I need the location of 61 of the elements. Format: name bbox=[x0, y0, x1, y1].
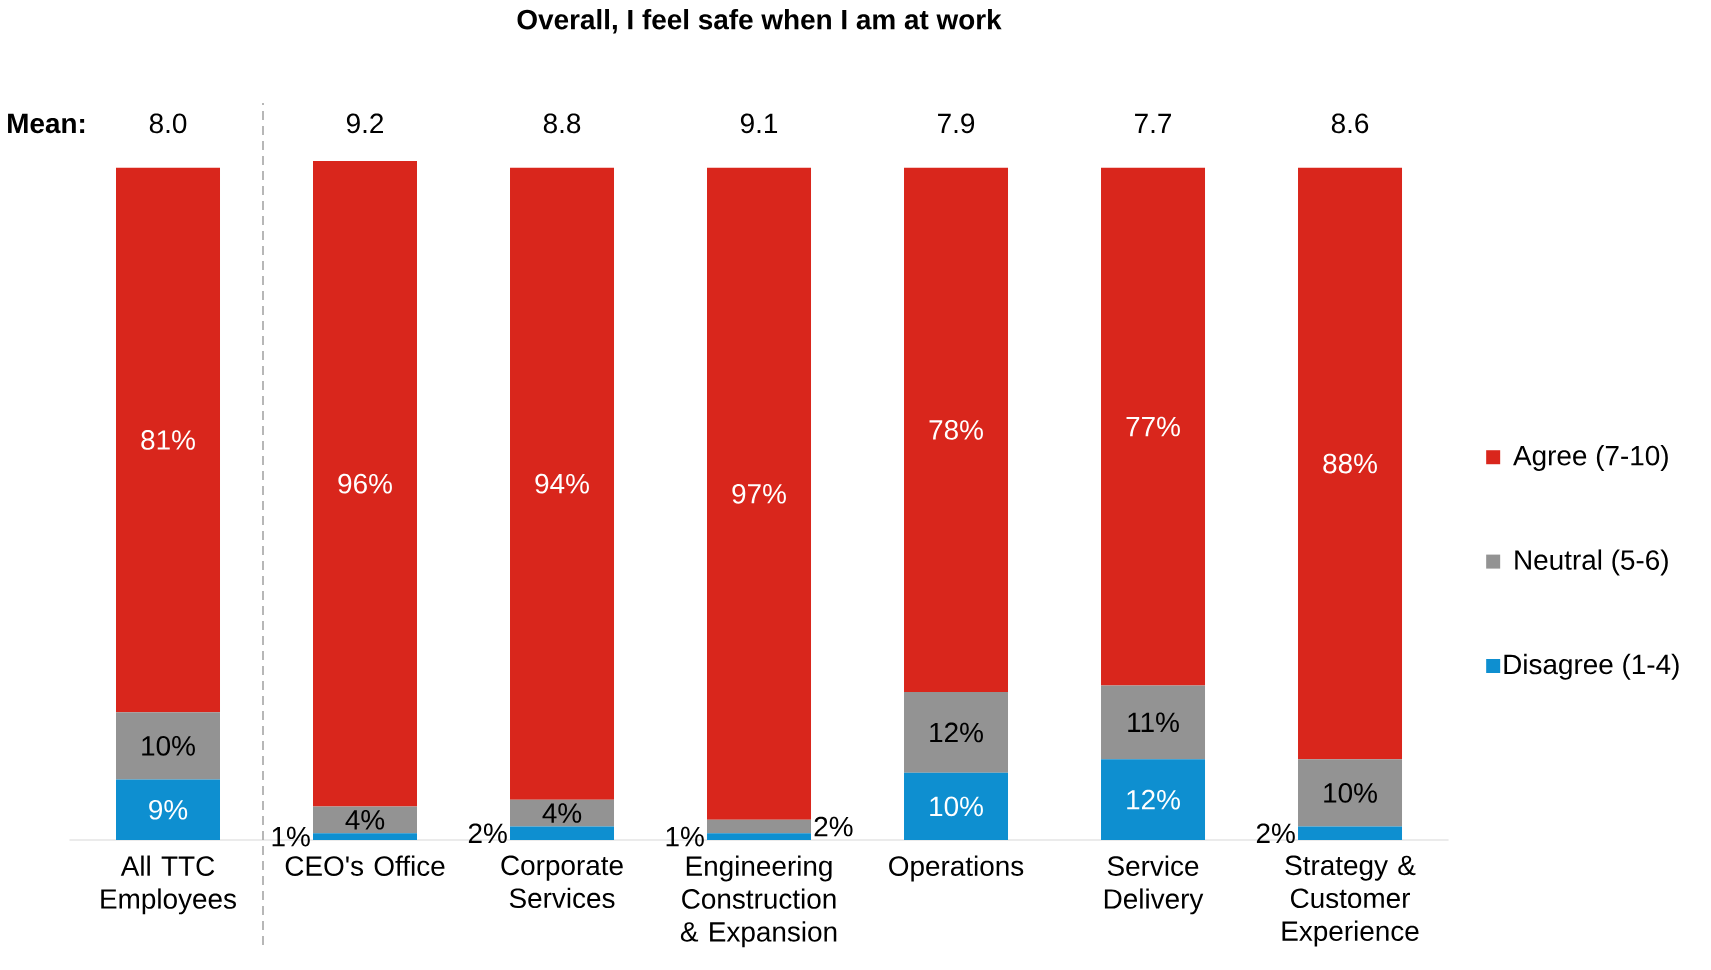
x-tick-label: Strategy & Customer Experience bbox=[1282, 855, 1419, 947]
bar bbox=[1298, 167, 1403, 760]
x-tick-label: Corporate Services bbox=[501, 855, 623, 909]
bar bbox=[116, 712, 220, 780]
data-label: 2% bbox=[814, 816, 853, 837]
bar bbox=[313, 833, 417, 840]
bar bbox=[1101, 759, 1206, 840]
x-tick-label: CEO's Office bbox=[285, 855, 445, 876]
data-label: 12% bbox=[1127, 789, 1180, 810]
data-label: 2% bbox=[1256, 823, 1295, 844]
bar bbox=[707, 833, 812, 840]
text: 7.7 bbox=[1135, 113, 1171, 133]
data-label: 94% bbox=[535, 473, 589, 494]
bar bbox=[313, 806, 417, 834]
text: 8.6 bbox=[1331, 113, 1369, 134]
bar bbox=[707, 167, 812, 820]
bar bbox=[510, 826, 615, 840]
legend-label: Neutral (5-6) bbox=[1515, 549, 1668, 576]
legend-label: Agree (7-10) bbox=[1513, 445, 1668, 472]
x-tick-label: Operations bbox=[889, 855, 1024, 882]
bar bbox=[904, 772, 1009, 840]
bar bbox=[904, 692, 1009, 773]
data-label: 4% bbox=[542, 803, 582, 823]
chart-title: Overall, I feel safe when I am at work bbox=[517, 8, 1002, 34]
bar bbox=[116, 779, 220, 840]
text: 7.9 bbox=[938, 113, 975, 134]
data-label: 11% bbox=[1128, 712, 1179, 733]
bar bbox=[1298, 759, 1403, 827]
text: Mean: bbox=[8, 113, 85, 134]
data-label: 10% bbox=[930, 796, 983, 817]
data-label: 10% bbox=[1324, 783, 1377, 803]
data-label: 78% bbox=[929, 420, 983, 440]
data-label: 97% bbox=[732, 483, 786, 504]
text: 8.0 bbox=[149, 113, 187, 134]
data-label: 81% bbox=[141, 430, 195, 450]
text: 9.2 bbox=[346, 113, 383, 134]
x-tick-label: All TTC Employees bbox=[101, 855, 236, 915]
data-label: 1% bbox=[272, 826, 310, 847]
bar bbox=[707, 819, 812, 834]
x-tick-label: Engineering Construction & Expansion bbox=[680, 855, 837, 948]
bar bbox=[510, 799, 615, 827]
text: 8.8 bbox=[543, 113, 581, 134]
bar bbox=[116, 167, 220, 713]
data-label: 2% bbox=[468, 823, 507, 844]
bar bbox=[1298, 826, 1403, 840]
bar bbox=[313, 160, 417, 807]
data-label: 96% bbox=[338, 473, 392, 494]
bar bbox=[1101, 167, 1206, 686]
bar bbox=[510, 167, 615, 800]
data-label: 88% bbox=[1323, 453, 1377, 474]
bar bbox=[904, 167, 1009, 693]
data-label: 12% bbox=[930, 722, 983, 743]
data-label: 4% bbox=[345, 810, 385, 830]
data-label: 1% bbox=[666, 826, 704, 847]
text: 9.1 bbox=[740, 113, 778, 134]
bar bbox=[1101, 685, 1206, 760]
data-label: 77% bbox=[1126, 416, 1180, 437]
x-tick-label: Service Delivery bbox=[1104, 855, 1204, 915]
data-label: 10% bbox=[142, 736, 195, 756]
data-label: 9% bbox=[149, 799, 188, 820]
legend-label: Disagree (1-4) bbox=[1504, 653, 1679, 680]
